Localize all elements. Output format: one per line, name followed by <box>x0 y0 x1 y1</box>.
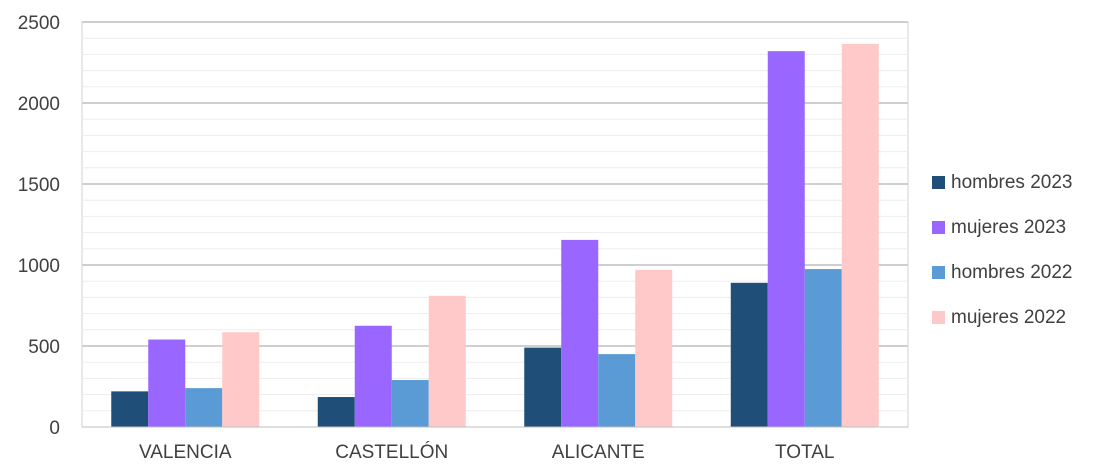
bar <box>561 239 599 427</box>
legend-label: hombres 2022 <box>951 261 1073 283</box>
bar <box>635 269 673 427</box>
bar <box>730 282 768 427</box>
bar <box>767 51 805 427</box>
bar <box>317 397 355 427</box>
bar <box>148 339 186 427</box>
x-tick-label: TOTAL <box>775 442 834 463</box>
bar <box>222 332 260 427</box>
legend-label: mujeres 2022 <box>951 306 1067 328</box>
bar <box>841 43 879 428</box>
legend-label: hombres 2023 <box>951 171 1073 193</box>
legend: hombres 2023 mujeres 2023 hombres 2022 muje… <box>932 160 1072 340</box>
legend-item: mujeres 2023 <box>932 205 1072 250</box>
legend-swatch <box>932 221 945 234</box>
bar <box>428 295 466 427</box>
y-tick-label: 0 <box>49 418 60 439</box>
axes: 0 500 1000 1500 2000 2500 VALENCIA CASTELLÓN ALI… <box>18 13 908 463</box>
y-tick-label: 2500 <box>18 13 60 34</box>
x-tick-label: VALENCIA <box>139 442 232 463</box>
bar <box>804 269 842 427</box>
y-tick-label: 1500 <box>18 175 60 196</box>
bar <box>524 347 562 427</box>
legend-swatch <box>932 311 945 324</box>
legend-item: hombres 2022 <box>932 250 1072 295</box>
bar <box>598 354 636 427</box>
bar <box>354 325 392 427</box>
x-tick-label: CASTELLÓN <box>335 441 448 463</box>
y-tick-label: 1000 <box>18 256 60 277</box>
bars <box>111 43 879 428</box>
legend-swatch <box>932 176 945 189</box>
y-tick-label: 2000 <box>18 94 60 115</box>
legend-label: mujeres 2023 <box>951 216 1067 238</box>
bar <box>185 388 223 427</box>
bar <box>391 380 429 427</box>
legend-item: mujeres 2022 <box>932 295 1072 340</box>
x-tick-label: ALICANTE <box>552 442 645 463</box>
legend-swatch <box>932 266 945 279</box>
legend-item: hombres 2023 <box>932 160 1072 205</box>
bar <box>111 391 149 427</box>
y-tick-label: 500 <box>28 337 60 358</box>
